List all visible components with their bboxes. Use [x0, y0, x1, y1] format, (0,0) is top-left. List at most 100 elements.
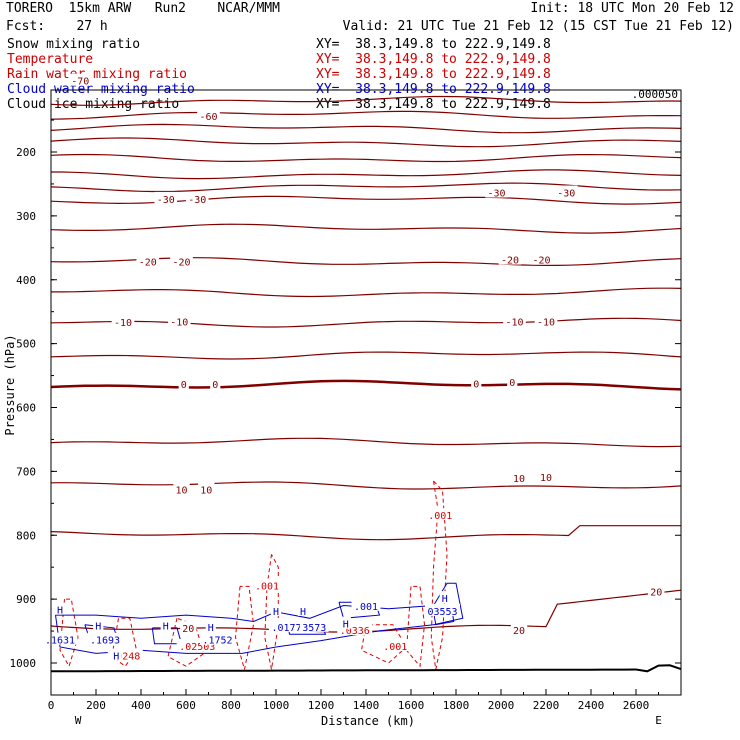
- isotherm-label-bg: [485, 185, 508, 198]
- x-tick-label: 800: [221, 699, 241, 712]
- isotherm-label-bg: [510, 623, 528, 636]
- corner-label: .000050: [632, 88, 678, 101]
- rain-label: .001: [428, 511, 452, 522]
- rain-label: .001: [255, 581, 279, 592]
- rain-label-bg: [252, 578, 282, 591]
- y-tick-label: 700: [16, 465, 36, 478]
- high-label-bg: [111, 648, 122, 661]
- rain-label: .02503: [179, 642, 215, 653]
- isotherm-line: [50, 351, 682, 360]
- x-tick-label: 600: [176, 699, 196, 712]
- x-tick-label: 1400: [353, 699, 380, 712]
- isotherm-label: -60: [199, 112, 217, 123]
- x-end-west: W: [75, 714, 82, 727]
- cloud-label-bg: [439, 591, 450, 604]
- legend-rain-xy: XY= 38.3,149.8 to 222.9,149.8: [316, 67, 551, 82]
- y-tick-label: 800: [16, 529, 36, 542]
- isotherm-line: [50, 153, 682, 163]
- x-tick-label: 1000: [263, 699, 290, 712]
- rain-label-bg: [380, 639, 410, 652]
- isotherm-label-bg: [534, 314, 558, 327]
- header-line1-left: TORERO 15km ARW Run2 NCAR/MMM: [6, 1, 280, 16]
- isotherm-label-bg: [471, 376, 482, 389]
- terrain-line: [51, 664, 682, 673]
- isotherm-label: -70: [71, 77, 89, 88]
- y-axis-label: Pressure (hPa): [3, 334, 17, 435]
- x-tick-label: 1600: [398, 699, 425, 712]
- legend-rain-name: Rain water mixing ratio: [7, 67, 188, 82]
- cloud-label-bg: [205, 619, 216, 632]
- isotherm-line: [50, 123, 682, 134]
- legend-snow-name: Snow mixing ratio: [7, 37, 141, 52]
- cloud-label-bg: [425, 603, 460, 616]
- isotherm-line: [50, 95, 682, 106]
- cloud-label: H: [163, 622, 169, 633]
- isotherm-label: -10: [170, 318, 188, 329]
- y-tick-label: 300: [16, 210, 36, 223]
- isotherm-label-bg: [154, 191, 178, 204]
- isotherm-label: 10: [540, 473, 552, 484]
- isotherm-line: [50, 137, 682, 148]
- isotherm-line: [50, 182, 682, 193]
- isotherm-label-bg: [537, 469, 555, 482]
- cloud-label: H: [95, 622, 101, 633]
- cloud-label: .1752: [202, 636, 232, 647]
- x-tick-label: 1800: [443, 699, 470, 712]
- isotherm-label: -30: [157, 195, 175, 206]
- isotherm-label: -30: [557, 189, 575, 200]
- isotherm-label: -30: [188, 195, 206, 206]
- y-tick-label: 1000: [10, 657, 37, 670]
- isotherm-label: -20: [532, 256, 550, 267]
- x-tick-label: 2000: [488, 699, 515, 712]
- rain-label-bg: [425, 508, 455, 521]
- rain-label: .001: [383, 642, 407, 653]
- y-tick-label: 200: [16, 146, 36, 159]
- isotherm-label-bg: [507, 375, 518, 388]
- isotherm-label: 0: [473, 380, 479, 391]
- x-axis-label: Distance (km): [321, 714, 415, 728]
- cloud-label: H: [442, 594, 448, 605]
- y-tick-label: 600: [16, 402, 36, 415]
- isotherm-line: [50, 379, 682, 391]
- rain-contour: [405, 585, 426, 668]
- isotherm-line: [50, 437, 682, 448]
- x-tick-label: 2200: [533, 699, 560, 712]
- isotherm-label-bg: [167, 314, 191, 327]
- cloud-label-bg: [297, 603, 309, 616]
- isotherm-line: [50, 195, 682, 205]
- isotherm-label-bg: [503, 314, 526, 327]
- isotherm-label: 10: [200, 486, 212, 497]
- isotherm-label-bg: [197, 108, 220, 121]
- cloud-label: .01774: [271, 623, 307, 634]
- x-tick-label: 400: [131, 699, 151, 712]
- cloud-label: H: [300, 607, 306, 618]
- cloud-water-contour: [55, 582, 464, 654]
- x-end-east: E: [655, 714, 662, 727]
- isotherm-label-bg: [210, 377, 221, 390]
- isotherm-label-bg: [510, 471, 528, 484]
- isotherm-label: 0: [212, 380, 218, 391]
- isotherm-label-bg: [498, 252, 522, 265]
- isotherm-label: -20: [172, 258, 190, 269]
- isotherm-label-bg: [111, 315, 135, 328]
- rain-contour: [360, 624, 408, 664]
- isotherm-label-bg: [170, 254, 193, 267]
- legend-temp-name: Temperature: [7, 52, 94, 67]
- isotherm-label-bg: [530, 252, 553, 265]
- y-tick-label: 400: [16, 274, 36, 287]
- isotherm-label: 20: [650, 588, 662, 599]
- cloud-label: H: [208, 623, 214, 634]
- cloud-label-bg: [93, 618, 104, 631]
- x-tick-label: 0: [48, 699, 55, 712]
- rain-label: .0248: [110, 652, 140, 663]
- header-line2-right: Valid: 21 UTC Tue 21 Feb 12 (15 CST Tue …: [342, 19, 734, 34]
- rain-label: .0336: [340, 626, 370, 637]
- rain-contour: [264, 554, 279, 670]
- cloud-label-bg: [340, 616, 351, 629]
- isotherm-label: -20: [139, 258, 157, 269]
- contour-labels: -70 -60 -30 -30 -30 -30 -20 -20 -20 -20 -10 -10 -10 -…: [42, 73, 665, 663]
- isotherm-line: [50, 317, 682, 328]
- isotherm-label-bg: [198, 482, 215, 495]
- isotherm-label: -10: [505, 318, 523, 329]
- cloud-label-bg: [299, 619, 329, 632]
